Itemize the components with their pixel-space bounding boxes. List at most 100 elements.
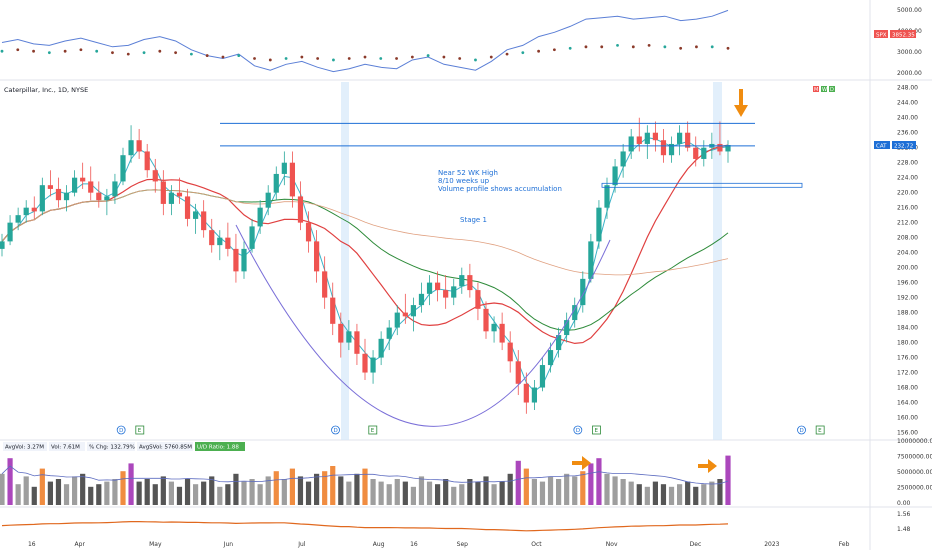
- last-symbol-label: CAT: [876, 144, 887, 150]
- candle-body: [531, 387, 537, 403]
- candle-body: [281, 162, 287, 174]
- spx-dot: [347, 57, 351, 60]
- volume-bar: [346, 481, 352, 505]
- volume-bar: [217, 486, 223, 505]
- symbol-header: Caterpillar, Inc., 1D, NYSE: [4, 86, 88, 94]
- spx-dot: [95, 49, 99, 53]
- volume-bar: [556, 479, 562, 505]
- spx-dot: [316, 57, 320, 60]
- candle-body: [620, 151, 626, 167]
- time-tick-label: 16: [410, 541, 418, 548]
- volume-bar: [435, 484, 441, 505]
- earnings-marker-icon: [135, 425, 145, 435]
- spx-dot: [111, 51, 114, 55]
- avg-vol: AvgVol: 3.27M: [5, 445, 44, 451]
- annotation-stage: Stage 1: [460, 216, 487, 224]
- candle-body: [628, 136, 634, 152]
- candle-body: [418, 293, 425, 306]
- volume-bar: [636, 484, 642, 505]
- candle-body: [499, 323, 505, 343]
- candle-body: [23, 207, 29, 216]
- time-tick-label: May: [149, 541, 162, 548]
- volume-bar: [467, 479, 473, 505]
- candle-body: [693, 147, 699, 159]
- ma-long-line: [1, 189, 729, 276]
- volume-bar: [475, 481, 481, 505]
- candle-body: [435, 282, 441, 291]
- volume-bar: [612, 476, 618, 505]
- candle-body: [225, 237, 231, 249]
- candle-body: [241, 248, 247, 272]
- annotation-52wk: Near 52 WK High: [438, 169, 498, 177]
- candle-body: [677, 132, 683, 144]
- candle-body: [249, 226, 255, 249]
- earnings-marker-icon: [368, 425, 378, 435]
- rs-tick-label: 1.48: [897, 526, 911, 533]
- price-tick-label: 204.00: [897, 250, 918, 257]
- volume-bar: [693, 486, 699, 505]
- last-price-tag: [892, 141, 916, 149]
- earnings-marker-icon: [815, 425, 825, 435]
- candle-body: [176, 192, 183, 197]
- volume-bar: [701, 484, 707, 505]
- volume-bar: [184, 479, 191, 505]
- spx-dot: [268, 58, 272, 62]
- rs-tick-label: 1.56: [897, 511, 911, 518]
- spx-dot: [221, 55, 225, 59]
- volume-bar: [443, 479, 449, 505]
- volume-bar: [31, 486, 37, 505]
- volume-bar: [628, 481, 634, 505]
- volume-tick-label: 7500000.00: [897, 454, 932, 461]
- price-tick-label: 160.00: [897, 415, 918, 422]
- spx-dot: [505, 52, 509, 56]
- candle-body: [136, 140, 142, 152]
- price-tick-label: 180.00: [897, 340, 918, 347]
- spx-dot: [679, 46, 683, 50]
- flag-d: D: [830, 87, 834, 93]
- volume-tick-label: 5000000.00: [897, 469, 932, 476]
- volume-bar: [354, 473, 360, 505]
- candle-body: [660, 140, 667, 156]
- candle-body: [152, 170, 158, 182]
- volume-bar: [652, 481, 658, 505]
- spx-dot: [332, 58, 335, 62]
- cup-arc: [235, 224, 611, 427]
- time-tick-label: Aug: [373, 541, 385, 548]
- candle-body: [168, 192, 174, 204]
- candle-body: [322, 271, 328, 298]
- volume-bar: [193, 484, 199, 505]
- volume-bar: [273, 471, 279, 505]
- volume-bar: [620, 479, 626, 505]
- candle-body: [668, 143, 675, 156]
- volume-bar: [491, 484, 497, 505]
- candle-body: [515, 361, 521, 384]
- candle-body: [370, 357, 376, 373]
- volume-bar: [257, 484, 263, 505]
- price-tick-label: 228.00: [897, 160, 918, 167]
- candle-body: [564, 320, 570, 336]
- spx-dot: [474, 58, 477, 62]
- spx-dot: [631, 45, 635, 49]
- candle-body: [233, 248, 239, 272]
- price-tick-label: 184.00: [897, 325, 918, 332]
- spx-dot: [363, 55, 367, 59]
- down-arrow-icon: [734, 89, 748, 117]
- volume-bar: [72, 476, 78, 505]
- flag-m: M: [814, 87, 818, 93]
- candle-body: [539, 365, 546, 388]
- price-tick-label: 176.00: [897, 355, 918, 362]
- volume-stats: AvgVol: 3.27M Vol: 7.61M % Chg: 132.79% …: [3, 442, 245, 451]
- dividend-marker: D: [116, 425, 126, 435]
- price-tick-label: 192.00: [897, 295, 918, 302]
- spx-dot: [584, 45, 588, 49]
- spx-dot: [63, 49, 67, 53]
- volume-bar: [418, 476, 425, 505]
- volume-bar: [120, 471, 126, 505]
- candle-body: [507, 342, 513, 362]
- spx-dot: [79, 48, 83, 52]
- candle-body: [725, 145, 731, 152]
- price-tick-label: 172.00: [897, 370, 918, 377]
- volume-bar: [451, 486, 457, 505]
- candle-body: [104, 196, 110, 201]
